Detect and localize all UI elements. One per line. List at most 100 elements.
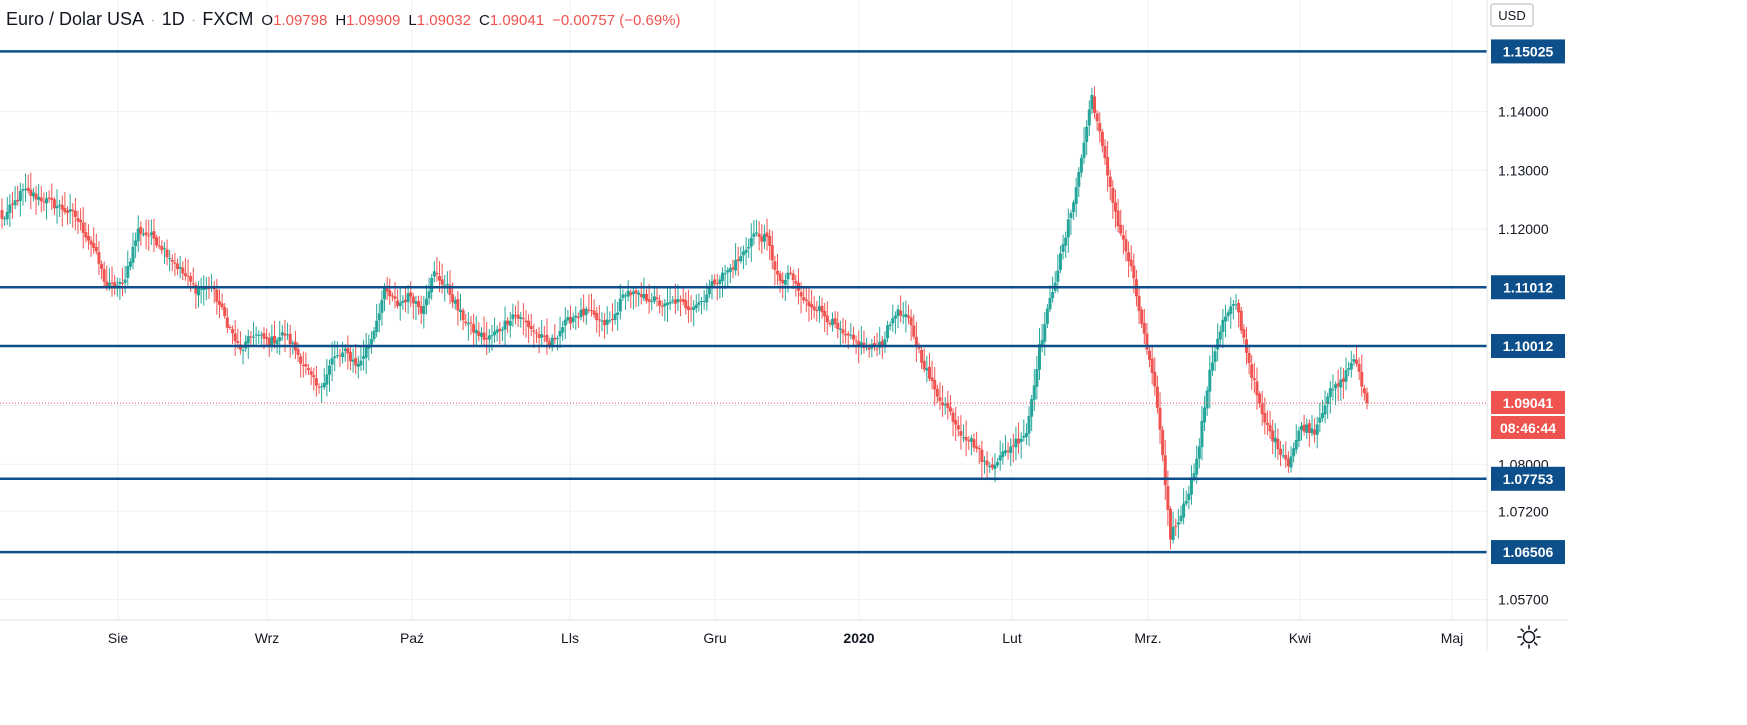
candle: [907, 304, 911, 324]
candle: [833, 311, 837, 329]
candle: [288, 324, 292, 358]
candle: [1121, 224, 1125, 255]
candle: [272, 321, 276, 349]
candle: [1082, 127, 1086, 164]
candle: [178, 255, 182, 279]
candle: [79, 208, 83, 231]
candle: [377, 303, 381, 333]
candle: [807, 286, 811, 322]
current-price-label: 1.09041: [1491, 391, 1565, 414]
candle: [982, 456, 986, 474]
candle: [461, 307, 465, 331]
candle: [1124, 230, 1128, 262]
candle: [686, 289, 690, 324]
candle: [550, 334, 554, 352]
candle: [356, 355, 360, 379]
x-tick-label: Lut: [1002, 630, 1022, 646]
horizontal-levels[interactable]: [0, 50, 1568, 554]
candle: [553, 324, 557, 344]
candle: [1179, 505, 1183, 525]
candle: [398, 286, 402, 321]
candle: [1014, 426, 1018, 461]
candle: [1174, 518, 1178, 537]
candle: [707, 279, 711, 299]
candle: [1161, 426, 1165, 462]
candle: [1210, 345, 1214, 377]
candle: [299, 353, 303, 378]
candle: [1189, 465, 1193, 505]
candle: [155, 234, 159, 248]
bar-countdown-label: 08:46:44: [1491, 416, 1565, 439]
candle: [348, 345, 352, 371]
x-tick-label: Kwi: [1289, 630, 1312, 646]
candle: [26, 174, 30, 194]
interval[interactable]: 1D: [161, 9, 185, 29]
symbol-name[interactable]: Euro / Dolar USA: [6, 9, 145, 29]
candle: [173, 252, 177, 277]
candle: [199, 277, 203, 304]
candle: [956, 416, 960, 437]
candle: [110, 266, 114, 297]
candle: [1111, 180, 1115, 219]
candle: [1048, 285, 1052, 313]
symbol-legend[interactable]: Euro / Dolar USA · 1D · FXCM O1.09798 H1.09909…: [6, 9, 689, 30]
candle: [162, 241, 166, 264]
candle: [720, 267, 724, 298]
candle: [1258, 391, 1262, 408]
candle: [123, 265, 127, 294]
candle: [673, 283, 677, 315]
candle: [249, 330, 253, 346]
candle: [702, 289, 706, 310]
candle: [998, 440, 1002, 471]
x-tick-label: Lls: [561, 630, 579, 646]
candle: [789, 266, 793, 276]
candle: [1292, 442, 1296, 463]
candle: [252, 321, 256, 346]
candle: [89, 236, 93, 257]
time-axis[interactable]: Sie Wrz Paź Lls Gru 2020 Lut Mrz. Kwi Maj: [108, 630, 1463, 646]
candle: [537, 327, 541, 354]
candle: [959, 415, 963, 450]
candle: [196, 281, 200, 308]
candle: [5, 197, 9, 225]
exchange: FXCM: [202, 9, 254, 29]
candle: [136, 215, 140, 253]
candle: [267, 332, 271, 357]
candle: [1234, 294, 1238, 311]
candle: [409, 281, 413, 307]
candle: [938, 382, 942, 410]
candle: [1066, 208, 1070, 253]
candle: [265, 328, 269, 346]
candle: [1255, 367, 1259, 410]
candle: [925, 355, 929, 383]
candle: [762, 224, 766, 250]
candle: [1362, 385, 1366, 401]
candle: [165, 239, 169, 266]
candle: [13, 186, 17, 210]
candle: [891, 304, 895, 332]
candle: [741, 245, 745, 270]
candle: [1331, 374, 1335, 401]
candle: [86, 224, 90, 250]
candle: [760, 224, 764, 254]
candle: [681, 285, 685, 306]
candle: [838, 320, 842, 346]
candlestick-chart[interactable]: 1.140001.130001.120001.110001.100001.090…: [0, 0, 1568, 651]
candle: [477, 322, 481, 342]
candle: [385, 277, 389, 301]
candle: [600, 312, 604, 332]
candle: [309, 367, 313, 385]
gear-icon[interactable]: [1516, 624, 1542, 650]
candle: [427, 277, 431, 305]
candle: [18, 182, 22, 217]
x-tick-label: Paź: [400, 630, 424, 646]
candle: [1297, 426, 1301, 448]
candle: [1150, 346, 1154, 385]
candle: [1355, 346, 1359, 367]
candle: [665, 288, 669, 322]
candle: [1247, 345, 1251, 375]
candle: [608, 311, 612, 324]
candle: [388, 278, 392, 305]
candle: [1119, 209, 1123, 237]
candle: [576, 312, 580, 328]
